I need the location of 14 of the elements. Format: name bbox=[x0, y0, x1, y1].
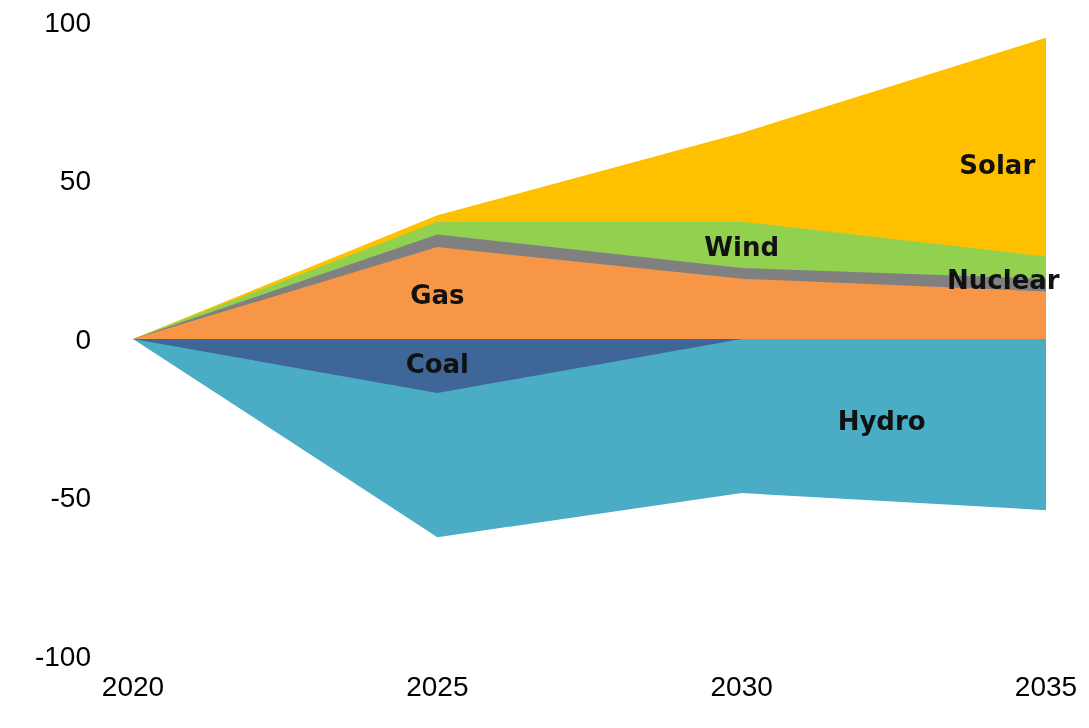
y-tick-label: 50 bbox=[59, 165, 91, 197]
x-tick-label: 2025 bbox=[406, 670, 469, 702]
series-label: Hydro bbox=[837, 406, 926, 437]
y-tick-label: 0 bbox=[75, 323, 91, 355]
series-label: Coal bbox=[405, 349, 470, 380]
y-tick-label: -100 bbox=[34, 640, 91, 672]
y-tick-label: -50 bbox=[50, 482, 91, 514]
y-tick-label: 100 bbox=[44, 6, 91, 38]
x-tick-label: 2035 bbox=[1014, 670, 1078, 702]
x-tick-label: 2020 bbox=[101, 670, 165, 702]
series-label: Wind bbox=[704, 232, 780, 263]
series-label: Gas bbox=[410, 279, 465, 310]
x-tick-label: 2030 bbox=[710, 670, 773, 702]
series-label: Solar bbox=[959, 149, 1036, 180]
